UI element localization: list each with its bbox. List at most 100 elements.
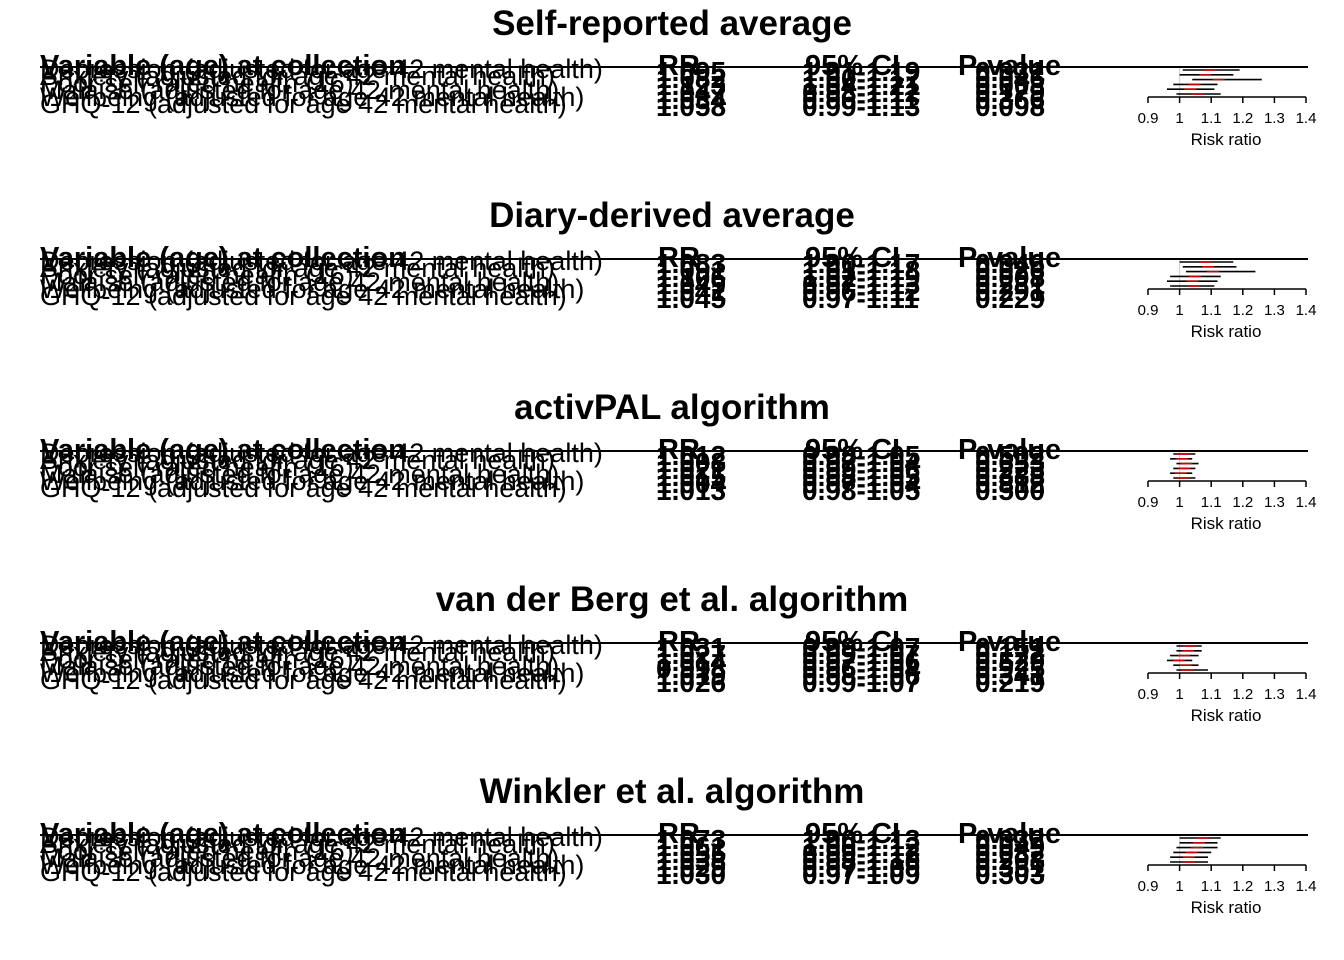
- row-label: GHQ-12 (adjusted for age 42 mental healt…: [40, 857, 567, 887]
- x-axis-label: Risk ratio: [1191, 706, 1262, 725]
- row-rr-value: 1.055: [656, 838, 727, 869]
- row-label: Wellbeing (adjusted for age 42 mental he…: [40, 82, 585, 112]
- forest-plot: 0.9 1 1.1 1.2 1.3 1.4 Risk ratio: [1138, 260, 1317, 341]
- row-label: Anxiety (adjusted for age 42 mental heal…: [40, 829, 555, 859]
- forest-panel: Winkler et al. algorithm Variable (age) a…: [0, 768, 1344, 960]
- row-ci-value: 0.97-1.13: [802, 269, 921, 300]
- header-rule: [40, 450, 1308, 452]
- header-rule: [40, 642, 1308, 644]
- row-ci-value: 1.00-1.17: [802, 248, 921, 279]
- x-tick-label: 1: [1175, 302, 1183, 319]
- forest-plot: 0.9 1 1.1 1.2 1.3 1.4 Risk ratio: [1138, 452, 1317, 533]
- row-label: Poor self-rated health (16): [40, 68, 354, 98]
- x-axis-label: Risk ratio: [1191, 898, 1262, 917]
- row-ci-value: 1.00-1.12: [802, 831, 921, 862]
- x-tick-label: 0.9: [1138, 110, 1159, 127]
- forest-plot: 0.9 1 1.1 1.2 1.3 1.4 Risk ratio: [1138, 644, 1317, 725]
- row-label: Malaise (adjusted for age 42 mental heal…: [40, 459, 560, 489]
- row-label: Poor self-rated health (16): [40, 836, 354, 866]
- x-tick-label: 1.1: [1201, 110, 1222, 127]
- row-ci-value: 0.99-1.13: [802, 91, 921, 122]
- row-ci-value: 0.97-1.09: [802, 859, 921, 890]
- row-pvalue-value: 0.098: [975, 91, 1046, 122]
- x-tick-label: 1.1: [1201, 686, 1222, 703]
- row-rr-value: 1.026: [656, 667, 727, 698]
- row-rr-value: 1.058: [656, 91, 727, 122]
- row-pvalue-value: 0.500: [975, 475, 1046, 506]
- x-tick-label: 1.4: [1296, 302, 1317, 319]
- row-pvalue-value: 0.291: [975, 276, 1046, 307]
- row-rr-value: 0.998: [656, 653, 727, 684]
- x-tick-label: 1.2: [1232, 302, 1253, 319]
- row-ci-value: 0.99-1.06: [802, 454, 921, 485]
- row-label: GHQ-12 (adjusted for age 42 mental healt…: [40, 89, 567, 119]
- row-label: GHQ-12 (adjusted for age 42 mental healt…: [40, 473, 567, 503]
- row-pvalue-value: 0.388: [975, 461, 1046, 492]
- x-tick-label: 1.1: [1201, 494, 1222, 511]
- row-rr-value: 1.038: [656, 845, 727, 876]
- row-label: Malaise (adjusted for age 42 mental heal…: [40, 267, 560, 297]
- row-ci-value: 0.96-1.12: [802, 276, 921, 307]
- row-rr-value: 1.030: [656, 859, 727, 890]
- row-ci-value: 1.04-1.21: [802, 70, 921, 101]
- row-ci-value: 0.99-1.07: [802, 632, 921, 663]
- row-label: Anxiety (adjusted for age 42 mental heal…: [40, 61, 555, 91]
- x-tick-label: 0.9: [1138, 302, 1159, 319]
- x-tick-label: 0.9: [1138, 686, 1159, 703]
- row-label: GHQ-12 (adjusted for age 42 mental healt…: [40, 665, 567, 695]
- row-label: Anxiety (adjusted for age 42 mental heal…: [40, 253, 555, 283]
- row-pvalue-value: 0.208: [975, 845, 1046, 876]
- row-rr-value: 1.091: [656, 255, 727, 286]
- row-ci-value: 0.98-1.06: [802, 660, 921, 691]
- x-tick-label: 1.3: [1264, 302, 1285, 319]
- x-tick-label: 1.1: [1201, 878, 1222, 895]
- forest-panel: Diary-derived average Variable (age) at c…: [0, 192, 1344, 384]
- row-pvalue-value: 0.303: [975, 859, 1046, 890]
- row-label: GHQ-12 (adjusted for age 42 mental healt…: [40, 281, 567, 311]
- x-axis-label: Risk ratio: [1191, 514, 1262, 533]
- row-pvalue-value: 0.529: [975, 646, 1046, 677]
- row-rr-value: 1.045: [656, 283, 727, 314]
- row-pvalue-value: 0.925: [975, 653, 1046, 684]
- row-pvalue-value: 0.812: [975, 468, 1046, 499]
- x-tick-label: 1.4: [1296, 878, 1317, 895]
- row-pvalue-value: 0.031: [975, 56, 1046, 87]
- panel-title: activPAL algorithm: [514, 388, 830, 427]
- row-rr-value: 1.027: [656, 639, 727, 670]
- row-pvalue-value: 0.179: [975, 77, 1046, 108]
- row-label: Depression (adjusted for age 42 mental h…: [40, 630, 603, 660]
- forest-panel: van der Berg et al. algorithm Variable (a…: [0, 576, 1344, 768]
- row-ci-value: 0.97-1.11: [802, 283, 919, 314]
- forest-plot: 0.9 1 1.1 1.2 1.3 1.4 Risk ratio: [1138, 836, 1317, 917]
- x-tick-label: 1.3: [1264, 494, 1285, 511]
- row-ci-value: 0.98-1.05: [802, 440, 921, 471]
- row-ci-value: 0.99-1.07: [802, 667, 921, 698]
- x-tick-label: 1.4: [1296, 686, 1317, 703]
- row-pvalue-value: 0.219: [975, 667, 1046, 698]
- row-pvalue-value: 0.366: [975, 84, 1046, 115]
- row-pvalue-value: 0.653: [975, 447, 1046, 478]
- row-ci-value: 0.98-1.10: [802, 845, 921, 876]
- row-ci-value: 0.99-1.12: [802, 838, 921, 869]
- x-tick-label: 1: [1175, 878, 1183, 895]
- row-label: Wellbeing (adjusted for age 42 mental he…: [40, 658, 585, 688]
- row-pvalue-value: 0.082: [975, 838, 1046, 869]
- row-pvalue-value: 0.502: [975, 440, 1046, 471]
- row-pvalue-value: 0.046: [975, 63, 1046, 94]
- header-rule: [40, 258, 1308, 260]
- panel-title: Self-reported average: [492, 4, 852, 43]
- row-pvalue-value: 0.341: [975, 660, 1046, 691]
- row-label: Depression (adjusted for age 42 mental h…: [40, 54, 603, 84]
- row-ci-value: 0.96-1.04: [802, 653, 921, 684]
- header-rule: [40, 834, 1308, 836]
- x-tick-label: 1.1: [1201, 302, 1222, 319]
- row-pvalue-value: 0.026: [975, 255, 1046, 286]
- x-tick-label: 1.4: [1296, 494, 1317, 511]
- row-ci-value: 0.98-1.05: [802, 461, 921, 492]
- row-pvalue-value: 0.351: [975, 852, 1046, 883]
- row-ci-value: 0.97-1.09: [802, 852, 921, 883]
- x-axis-label: Risk ratio: [1191, 322, 1262, 341]
- forest-panel: activPAL algorithm Variable (age) at coll…: [0, 384, 1344, 576]
- row-pvalue-value: 0.229: [975, 283, 1046, 314]
- x-tick-label: 1.3: [1264, 686, 1285, 703]
